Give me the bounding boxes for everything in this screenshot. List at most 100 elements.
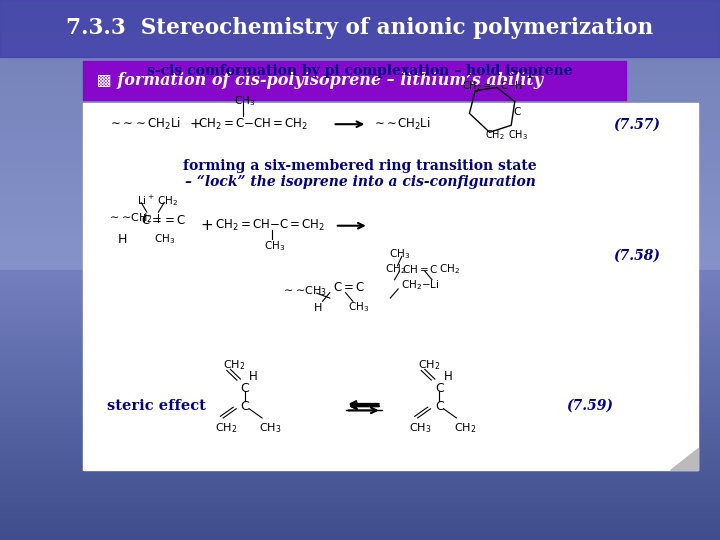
Bar [0, 491, 720, 497]
Text: $\mathsf{CH_2}$: $\mathsf{CH_2}$ [157, 194, 178, 208]
Bar [0, 227, 720, 238]
Bar [0, 346, 720, 351]
Bar [0, 76, 720, 86]
Text: $\mathsf{CH_2}$: $\mathsf{CH_2}$ [223, 359, 246, 373]
Text: $\mathsf{CH_2}$: $\mathsf{CH_2}$ [385, 262, 406, 276]
Bar [0, 464, 720, 475]
Text: $\mathsf{CH{=}C}$: $\mathsf{CH{=}C}$ [402, 263, 438, 275]
Bar [0, 32, 720, 43]
Bar [0, 378, 720, 389]
Bar [0, 335, 720, 346]
Text: $\mathsf{C}$: $\mathsf{C}$ [435, 400, 445, 413]
Bar [0, 394, 720, 400]
Bar [0, 302, 720, 313]
Bar [0, 470, 720, 475]
Text: s-cis comformation by pi complexation – hold isoprene: s-cis comformation by pi complexation – … [148, 64, 572, 78]
Bar [0, 389, 720, 394]
Text: $\mathsf{C{=}C}$: $\mathsf{C{=}C}$ [333, 281, 365, 294]
Text: $\mathsf{CH_2}$: $\mathsf{CH_2}$ [485, 128, 505, 142]
Bar [0, 497, 720, 508]
Bar [0, 481, 720, 486]
Bar [0, 351, 720, 356]
Bar [0, 281, 720, 286]
Bar [0, 335, 720, 340]
Bar [0, 238, 720, 248]
Bar [0, 173, 720, 184]
Text: steric effect: steric effect [107, 399, 205, 413]
Bar [0, 108, 720, 119]
Text: $\mathsf{C{=\!=}C}$: $\mathsf{C{=\!=}C}$ [141, 214, 186, 227]
Bar [0, 0, 720, 57]
Text: $\mathsf{C}$: $\mathsf{C}$ [240, 400, 251, 413]
Bar [0, 410, 720, 416]
Bar [0, 184, 720, 194]
Bar [0, 529, 720, 535]
Bar [0, 275, 720, 281]
Bar [0, 248, 720, 259]
Bar [0, 286, 720, 292]
Bar [0, 405, 720, 410]
Text: $\mathsf{+}$: $\mathsf{+}$ [189, 117, 201, 131]
Text: forming a six-membered ring transition state: forming a six-membered ring transition s… [183, 159, 537, 173]
Bar [0, 194, 720, 205]
Bar [0, 281, 720, 292]
Text: (7.59): (7.59) [566, 399, 613, 413]
Bar [0, 11, 720, 22]
Bar [0, 421, 720, 427]
Text: $\mathsf{C}$: $\mathsf{C}$ [240, 382, 251, 395]
Bar [0, 329, 720, 335]
Bar [0, 324, 720, 329]
Text: ▩ formation of cis-polyisoprene – lithium’s ability: ▩ formation of cis-polyisoprene – lithiu… [91, 72, 544, 89]
Bar [0, 529, 720, 540]
Bar [0, 373, 720, 378]
Bar [0, 535, 720, 540]
Bar [0, 86, 720, 97]
Bar [0, 270, 720, 281]
Bar [0, 454, 720, 459]
Text: $\mathsf{\sim\!\sim\! CH_3}$: $\mathsf{\sim\!\sim\! CH_3}$ [281, 285, 327, 299]
Text: $\mathsf{H}$: $\mathsf{H}$ [248, 370, 258, 383]
Bar [0, 383, 720, 389]
Bar [0, 475, 720, 486]
Text: $\mathsf{C{-}H}$: $\mathsf{C{-}H}$ [500, 79, 523, 91]
Bar [0, 356, 720, 367]
Bar [0, 448, 720, 454]
Text: $\mathsf{CH_3}$: $\mathsf{CH_3}$ [154, 232, 175, 246]
Bar [0, 119, 720, 130]
Bar [0, 308, 720, 313]
Text: $\mathsf{CH_2{-}Li}$: $\mathsf{CH_2{-}Li}$ [401, 278, 440, 292]
Text: $\mathsf{CH_2}$: $\mathsf{CH_2}$ [215, 421, 237, 435]
Bar [0, 140, 720, 151]
Bar [0, 65, 720, 76]
Text: $\mathsf{\sim\!\sim\!\sim CH_2Li}$: $\mathsf{\sim\!\sim\!\sim CH_2Li}$ [108, 116, 181, 132]
Text: $\mathsf{CH_3}$: $\mathsf{CH_3}$ [234, 94, 255, 108]
Bar [0, 297, 720, 302]
Text: $\mathsf{H}$: $\mathsf{H}$ [443, 370, 452, 383]
Text: – “lock” the isoprene into a cis-configuration: – “lock” the isoprene into a cis-configu… [184, 174, 536, 188]
Bar [0, 454, 720, 464]
Bar [0, 400, 720, 410]
Bar [0, 54, 720, 65]
Text: $\mathsf{H}$: $\mathsf{H}$ [313, 301, 323, 313]
Bar [0, 464, 720, 470]
Text: $\mathsf{C}$: $\mathsf{C}$ [435, 382, 445, 395]
Bar [0, 432, 720, 443]
Bar [0, 292, 720, 297]
Bar [0, 340, 720, 346]
Bar [0, 508, 720, 518]
Bar [0, 475, 720, 481]
Bar [0, 97, 720, 108]
Bar [0, 416, 720, 421]
Text: $\mathsf{CH_3}$: $\mathsf{CH_3}$ [389, 247, 410, 261]
Text: $\mathsf{C}$: $\mathsf{C}$ [513, 105, 521, 117]
Text: 7.3.3  Stereochemistry of anionic polymerization: 7.3.3 Stereochemistry of anionic polymer… [66, 17, 654, 39]
Bar [83, 103, 698, 470]
Bar [0, 259, 720, 270]
Text: $\mathsf{\sim\!\sim\! CH_2}$: $\mathsf{\sim\!\sim\! CH_2}$ [107, 211, 153, 225]
Bar [0, 216, 720, 227]
Text: $\mathsf{CH_3}$: $\mathsf{CH_3}$ [264, 239, 284, 253]
Bar [0, 270, 720, 275]
Text: (7.58): (7.58) [613, 248, 660, 262]
Bar [0, 0, 720, 11]
Bar [0, 313, 720, 324]
